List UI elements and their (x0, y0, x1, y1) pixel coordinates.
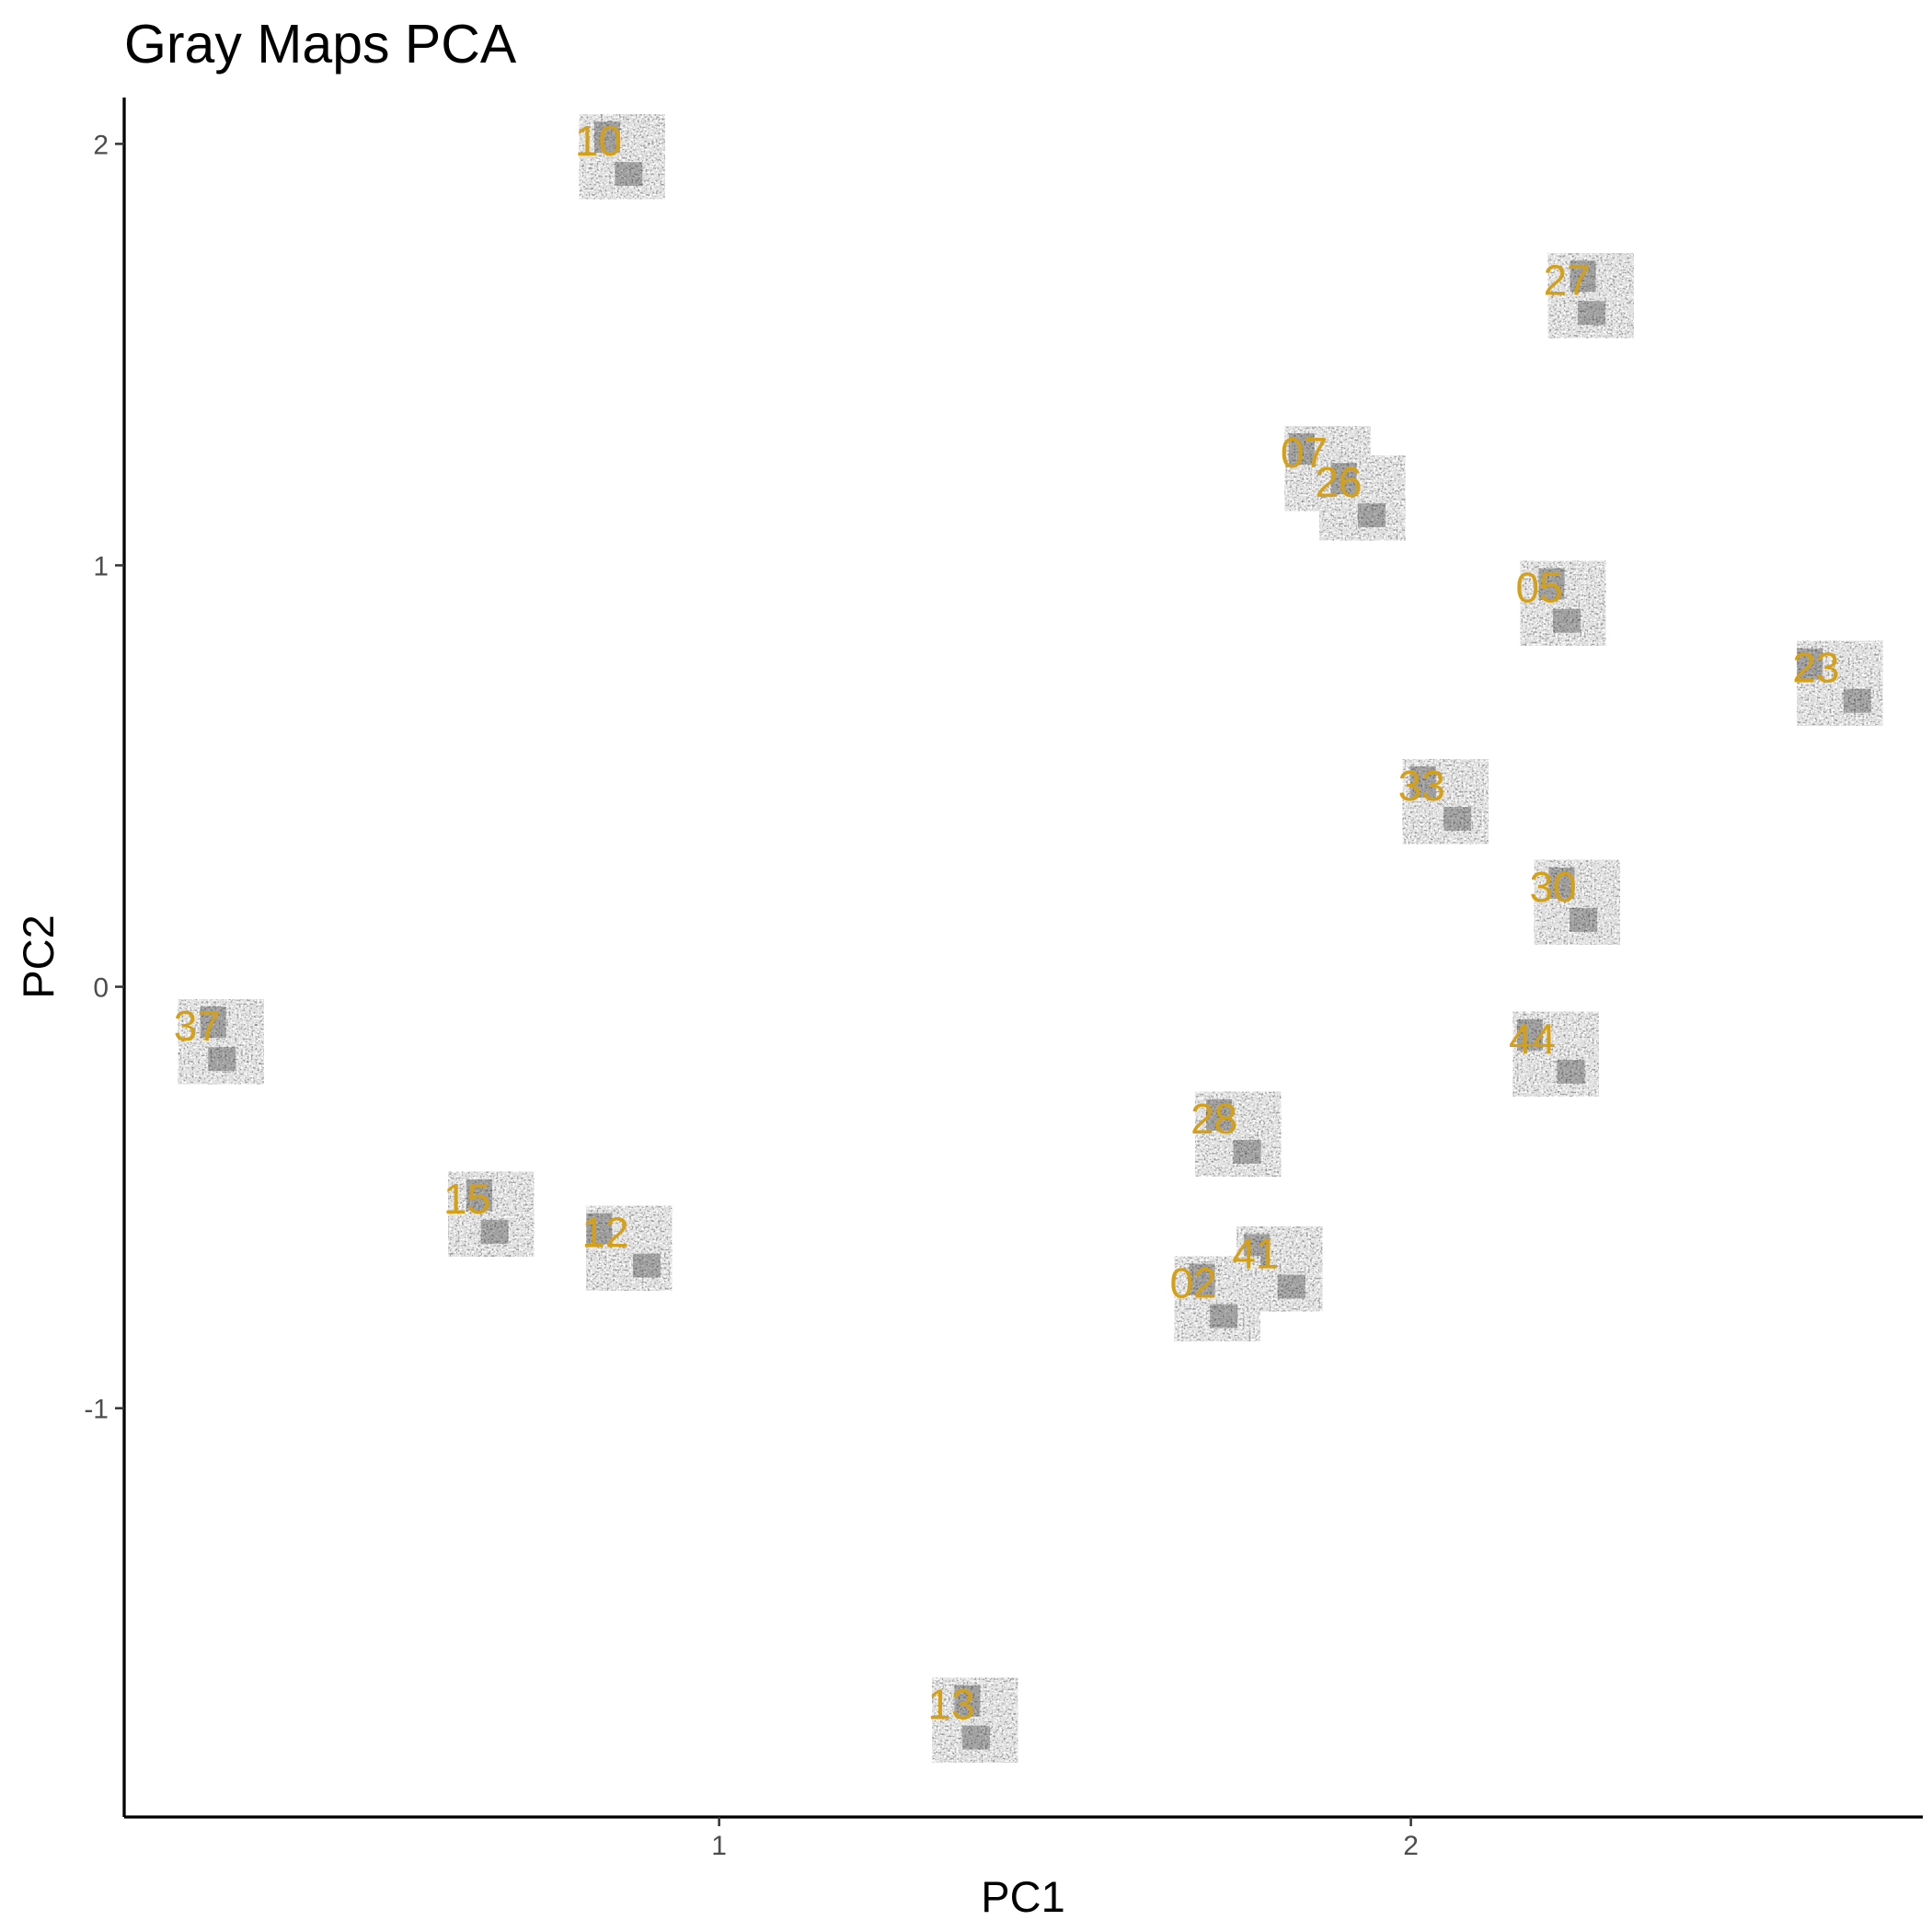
point-label: 12 (581, 1209, 628, 1257)
map-thumbnail (1402, 759, 1489, 845)
point-label: 26 (1315, 458, 1362, 506)
map-thumbnail (579, 114, 665, 200)
y-axis-title: PC2 (14, 914, 63, 998)
y-axis-ticks: -1 0 1 2 (84, 130, 124, 1425)
point-label: 15 (443, 1175, 490, 1223)
map-thumbnail (1174, 1256, 1260, 1341)
point-label: 28 (1190, 1095, 1237, 1143)
y-tick-label: 1 (93, 551, 109, 581)
point-label: 10 (575, 117, 622, 165)
y-tick-label: -1 (84, 1395, 109, 1425)
x-tick-label: 1 (711, 1831, 727, 1861)
chart-title: Gray Maps PCA (124, 14, 517, 75)
point-label: 41 (1232, 1229, 1279, 1277)
thumbnail-layer (178, 114, 1883, 1763)
x-tick-label: 2 (1403, 1831, 1419, 1861)
map-thumbnail (1319, 455, 1406, 541)
map-thumbnail (586, 1205, 673, 1291)
point-label: 13 (927, 1681, 974, 1729)
y-tick-label: 0 (93, 973, 109, 1004)
point-label: 33 (1398, 762, 1445, 810)
point-label: 30 (1530, 863, 1577, 911)
point-label: 07 (1281, 429, 1328, 477)
point-label: 37 (174, 1002, 221, 1050)
map-thumbnail (448, 1171, 535, 1257)
map-thumbnail (1797, 640, 1883, 726)
point-label: 44 (1509, 1015, 1556, 1063)
map-thumbnail (1512, 1011, 1599, 1097)
map-thumbnail (1195, 1091, 1282, 1177)
point-label: 05 (1516, 564, 1563, 612)
map-thumbnail (1534, 859, 1620, 945)
point-label: 27 (1544, 256, 1591, 304)
y-tick-label: 2 (93, 130, 109, 160)
map-thumbnail (178, 999, 264, 1085)
map-thumbnail (1520, 560, 1606, 646)
x-axis-title: PC1 (981, 1872, 1064, 1921)
point-label: 02 (1170, 1259, 1217, 1307)
map-thumbnail (932, 1677, 1018, 1763)
map-thumbnail (1547, 253, 1634, 339)
point-label: 23 (1792, 644, 1839, 692)
